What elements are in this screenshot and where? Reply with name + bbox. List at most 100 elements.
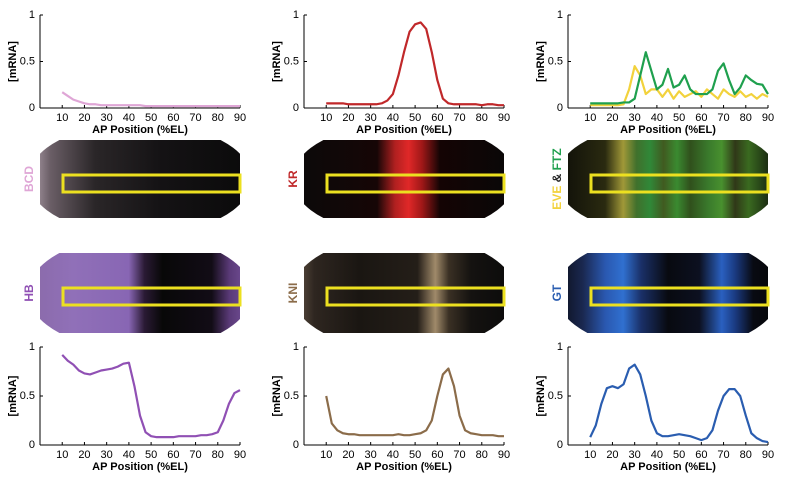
x-tick-label: 50: [673, 112, 685, 124]
measurement-box: [325, 173, 506, 194]
y-tick-label: 0: [557, 439, 563, 451]
x-tick-label: 20: [78, 112, 90, 124]
measurement-box: [589, 286, 770, 307]
x-tick-label: 20: [78, 449, 90, 461]
x-tick-label: 50: [145, 449, 157, 461]
x-tick-label: 10: [56, 449, 68, 461]
y-tick-label: 0: [293, 102, 299, 114]
embryo-label-part: KNI: [286, 283, 300, 304]
x-tick-label: 90: [498, 449, 510, 461]
x-tick-label: 80: [212, 112, 224, 124]
x-tick-label: 40: [387, 112, 399, 124]
embryo-label-part: GT: [550, 284, 564, 301]
y-tick-label: 0.5: [548, 390, 563, 402]
x-tick-label: 90: [234, 112, 246, 124]
x-tick-label: 40: [651, 112, 663, 124]
x-tick-label: 20: [342, 449, 354, 461]
x-tick-label: 30: [629, 449, 641, 461]
y-axis-label: [mRNA]: [271, 375, 283, 416]
embryo-label-part: FTZ: [550, 148, 564, 170]
y-tick-label: 1: [557, 9, 563, 21]
embryo-image: [304, 140, 504, 218]
x-tick-label: 30: [101, 112, 113, 124]
x-tick-label: 90: [762, 112, 774, 124]
data-line: [61, 354, 241, 439]
x-axis-label: AP Position (%EL): [356, 461, 452, 473]
measurement-box: [589, 173, 770, 194]
x-tick-label: 80: [740, 112, 752, 124]
x-tick-label: 60: [167, 449, 179, 461]
x-tick-label: 70: [453, 449, 465, 461]
x-tick-label: 50: [409, 112, 421, 124]
data-line: [590, 51, 769, 105]
measurement-box: [61, 173, 242, 194]
x-tick-label: 70: [189, 449, 201, 461]
embryo-label: KR: [286, 170, 300, 188]
embryo-label: GT: [550, 284, 564, 301]
x-tick-label: 30: [629, 112, 641, 124]
x-tick-label: 30: [365, 112, 377, 124]
y-axis-label: [mRNA]: [7, 375, 19, 416]
embryo-label-part: &: [550, 173, 564, 182]
y-tick-label: 0: [557, 102, 563, 114]
x-tick-label: 10: [584, 112, 596, 124]
y-tick-label: 0.5: [20, 55, 35, 67]
embryo-label: EVE & FTZ: [550, 148, 564, 209]
y-axis-label: [mRNA]: [271, 41, 283, 82]
x-tick-label: 20: [342, 112, 354, 124]
x-tick-label: 60: [695, 112, 707, 124]
x-tick-label: 50: [145, 112, 157, 124]
x-tick-label: 10: [320, 449, 332, 461]
y-tick-label: 0.5: [548, 55, 563, 67]
embryo-label: KNI: [286, 283, 300, 304]
x-tick-label: 30: [365, 449, 377, 461]
data-line: [61, 91, 240, 108]
embryo-image: [304, 253, 504, 333]
y-tick-label: 1: [29, 341, 35, 353]
x-tick-label: 50: [673, 449, 685, 461]
embryo-image: [40, 140, 240, 218]
x-axis-label: AP Position (%EL): [620, 124, 716, 136]
x-tick-label: 60: [695, 449, 707, 461]
x-axis-label: AP Position (%EL): [356, 124, 452, 136]
x-tick-label: 70: [717, 112, 729, 124]
x-tick-label: 40: [123, 112, 135, 124]
y-tick-label: 0.5: [284, 55, 299, 67]
x-tick-label: 80: [476, 112, 488, 124]
x-axis-label: AP Position (%EL): [92, 124, 188, 136]
y-tick-label: 0.5: [20, 390, 35, 402]
x-tick-label: 90: [234, 449, 246, 461]
x-tick-label: 10: [56, 112, 68, 124]
embryo-label-part: BCD: [22, 166, 36, 192]
x-tick-label: 80: [740, 449, 752, 461]
y-tick-label: 1: [293, 9, 299, 21]
x-tick-label: 80: [476, 449, 488, 461]
x-tick-label: 60: [167, 112, 179, 124]
measurement-box: [61, 286, 242, 307]
embryo-label: BCD: [22, 166, 36, 192]
x-tick-label: 70: [453, 112, 465, 124]
measurement-box: [325, 286, 506, 307]
x-tick-label: 40: [387, 449, 399, 461]
y-axis-label: [mRNA]: [535, 375, 547, 416]
y-tick-label: 0: [293, 439, 299, 451]
x-tick-label: 90: [762, 449, 774, 461]
x-tick-label: 90: [498, 112, 510, 124]
y-tick-label: 1: [29, 9, 35, 21]
x-tick-label: 30: [101, 449, 113, 461]
x-tick-label: 60: [431, 112, 443, 124]
x-tick-label: 20: [606, 449, 618, 461]
x-tick-label: 10: [320, 112, 332, 124]
x-tick-label: 60: [431, 449, 443, 461]
y-axis-label: [mRNA]: [7, 41, 19, 82]
data-line: [325, 367, 504, 438]
embryo-label: HB: [22, 284, 36, 302]
y-tick-label: 1: [293, 341, 299, 353]
embryo-image: [568, 140, 768, 218]
x-tick-label: 20: [606, 112, 618, 124]
x-tick-label: 70: [189, 112, 201, 124]
embryo-label-part: EVE: [550, 186, 564, 210]
y-axis-label: [mRNA]: [535, 41, 547, 82]
x-tick-label: 80: [212, 449, 224, 461]
